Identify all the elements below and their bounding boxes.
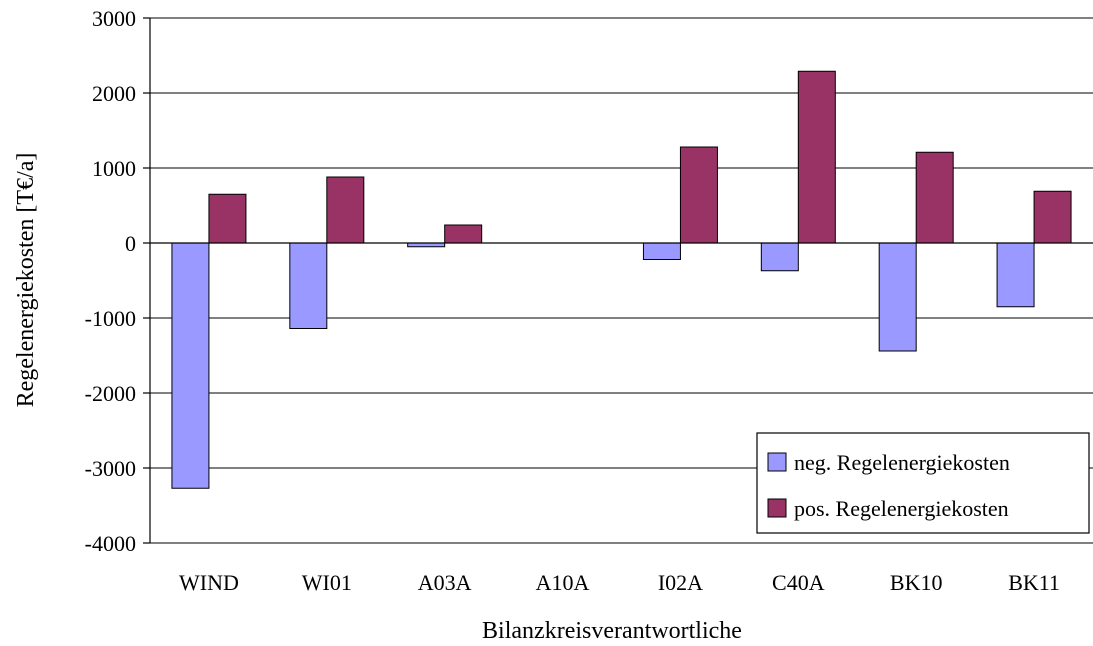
y-tick-label: 0 (125, 231, 136, 256)
y-tick-label: 2000 (92, 81, 136, 106)
bars (171, 70, 1072, 489)
y-tick-label: 1000 (92, 156, 136, 181)
legend-label-pos: pos. Regelenergiekosten (794, 496, 1009, 521)
bar-neg-c40a (760, 242, 799, 272)
bar-pos-c40a (797, 70, 836, 244)
x-tick-label: A10A (536, 570, 590, 595)
bar-neg-wind (171, 242, 210, 489)
bar-neg-wi01 (289, 242, 328, 329)
bar-neg-i02a (642, 242, 681, 260)
x-tick-labels: WIND WI01 A03A A10A I02A C40A BK10 BK11 (179, 570, 1060, 595)
bar-pos-a03a (444, 224, 483, 244)
bar-neg-bk10 (878, 242, 917, 352)
legend-swatch-neg (767, 452, 787, 472)
x-axis-title: Bilanzkreisverantwortliche (482, 618, 742, 644)
x-tick-label: I02A (658, 570, 703, 595)
y-tick-label: -2000 (85, 381, 136, 406)
y-tick-labels: 3000 2000 1000 0 -1000 -2000 -3000 -4000 (85, 6, 150, 556)
bar-pos-wi01 (326, 176, 365, 244)
y-tick-label: -4000 (85, 531, 136, 556)
x-tick-label: WI01 (302, 570, 352, 595)
y-tick-label: 3000 (92, 6, 136, 31)
legend: neg. Regelenergiekosten pos. Regelenergi… (756, 432, 1090, 534)
x-tick-label: WIND (179, 570, 239, 595)
x-tick-label: BK11 (1008, 570, 1060, 595)
bar-pos-bk10 (915, 151, 954, 244)
legend-label-neg: neg. Regelenergiekosten (794, 450, 1010, 475)
y-tick-label: -1000 (85, 306, 136, 331)
bar-neg-bk11 (996, 242, 1035, 308)
legend-swatch-pos (767, 498, 787, 518)
bar-pos-bk11 (1033, 190, 1072, 244)
x-tick-label: C40A (772, 570, 825, 595)
bar-pos-wind (208, 193, 247, 244)
x-tick-label: A03A (418, 570, 472, 595)
y-axis-title: Regelenergiekosten [T€/a] (13, 153, 39, 408)
legend-box (756, 432, 1090, 534)
x-tick-label: BK10 (890, 570, 943, 595)
y-tick-label: -3000 (85, 456, 136, 481)
bar-pos-i02a (679, 146, 718, 244)
